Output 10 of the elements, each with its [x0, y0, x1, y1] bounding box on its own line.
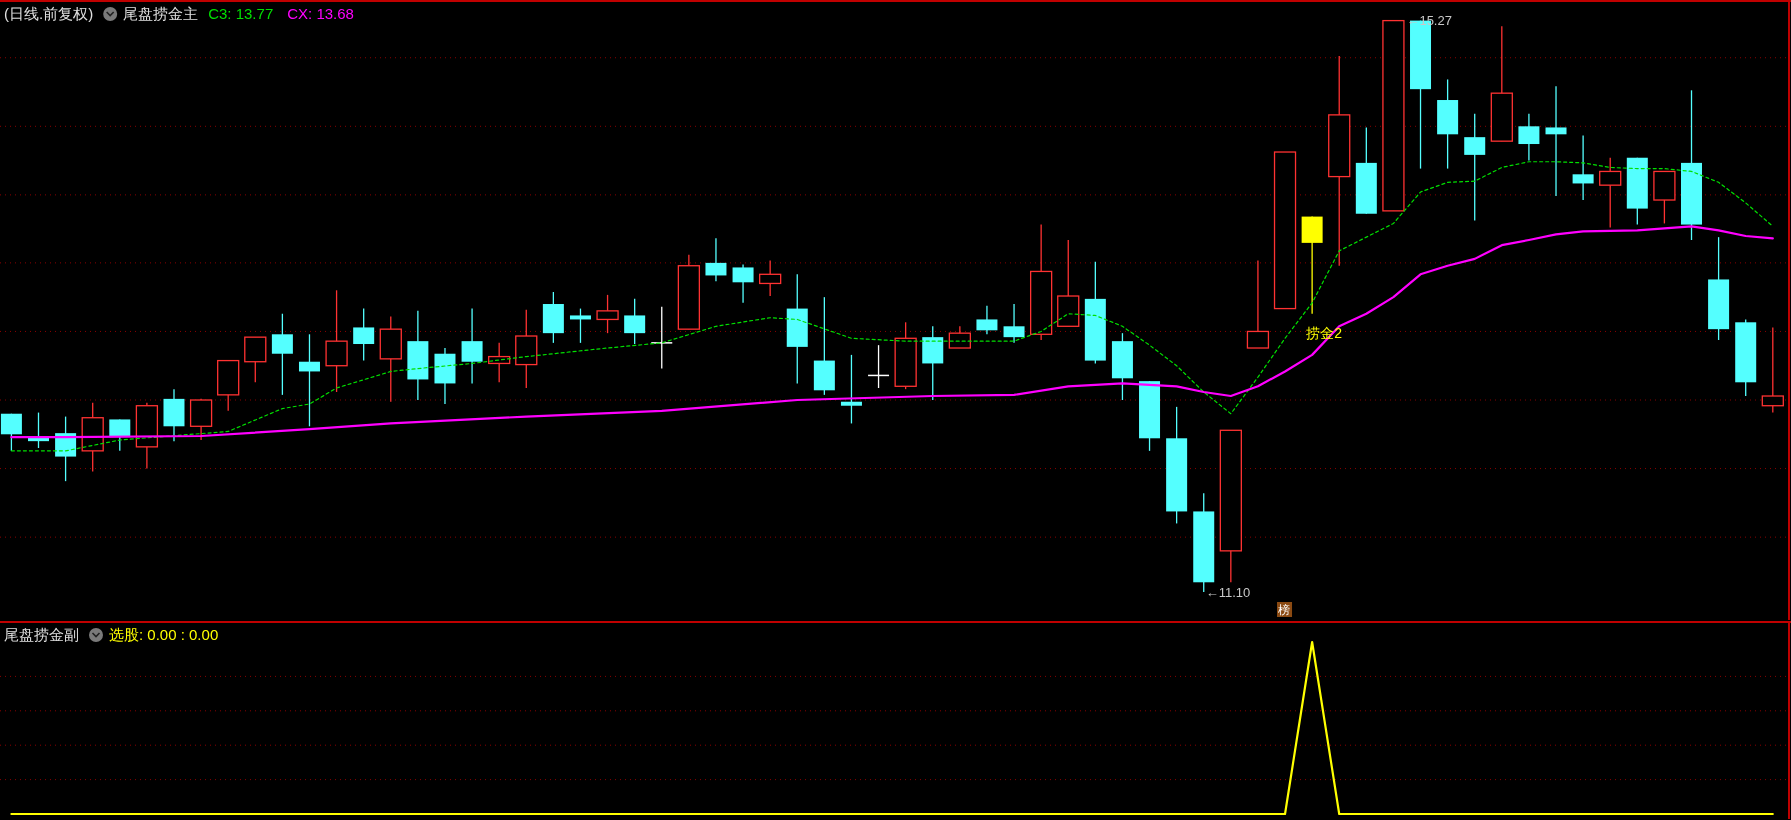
text: CX: 13.68	[287, 5, 354, 22]
chart-subtitle: 尾盘捞金主	[123, 5, 199, 22]
text: C3: 13.77	[208, 5, 274, 22]
annotation: 捞金2	[1306, 324, 1343, 341]
chart-subtitle: 选股: 0.00 : 0.00	[109, 626, 219, 643]
text: 榜	[1278, 603, 1291, 617]
chart-title: (日线.前复权)	[4, 5, 94, 22]
annotation: ←15.27	[1406, 13, 1452, 29]
annotation: ←11.10	[1205, 584, 1251, 600]
chart-title: 尾盘捞金副	[4, 626, 79, 643]
